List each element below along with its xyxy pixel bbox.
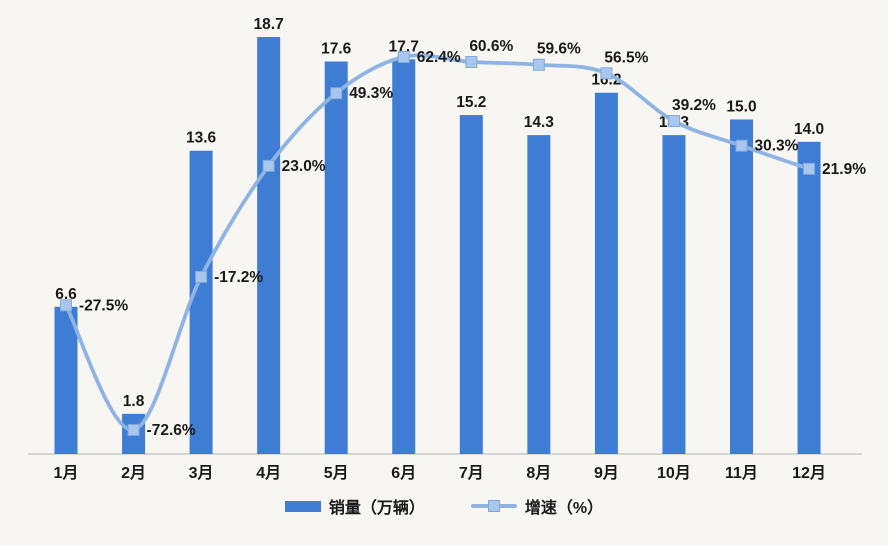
bar-value-label: 1.8 <box>123 393 145 410</box>
x-axis-label: 8月 <box>526 464 551 482</box>
growth-marker-m6 <box>397 51 410 64</box>
x-axis-label: 12月 <box>792 464 826 482</box>
x-axis-label: 10月 <box>657 464 691 482</box>
growth-value-label: 60.6% <box>469 38 513 55</box>
bar-value-label: 14.3 <box>524 114 555 131</box>
bar-m7 <box>459 115 483 454</box>
chart-legend: 销量（万辆） 增速（%） <box>0 494 888 518</box>
growth-value-label: 23.0% <box>282 158 326 175</box>
bar-value-label: 17.7 <box>389 38 419 55</box>
x-axis-label: 7月 <box>459 464 484 482</box>
bar-series-swatch <box>284 500 321 512</box>
legend-label-growth: 增速（%） <box>524 500 604 517</box>
growth-marker-m7 <box>465 55 478 68</box>
x-axis-label: 1月 <box>54 464 79 482</box>
x-axis-label: 5月 <box>324 464 349 482</box>
legend-item-growth: 增速（%） <box>470 494 604 518</box>
growth-marker-m12 <box>803 162 816 175</box>
x-axis-label: 4月 <box>256 464 281 482</box>
bar-m6 <box>392 59 416 454</box>
growth-marker-m3 <box>195 270 208 283</box>
bar-m12 <box>797 141 821 455</box>
x-axis-label: 6月 <box>391 464 416 482</box>
bar-m8 <box>527 135 551 455</box>
growth-marker-m5 <box>330 87 343 100</box>
growth-value-label: -27.5% <box>79 297 128 314</box>
growth-value-label: 56.5% <box>604 49 648 66</box>
growth-value-label: 30.3% <box>755 138 799 155</box>
legend-label-sales: 销量（万辆） <box>328 500 425 517</box>
bar-value-label: 15.2 <box>456 94 486 111</box>
bar-value-label: 13.6 <box>186 130 217 147</box>
growth-marker-m1 <box>60 299 72 312</box>
line-marker-swatch <box>487 500 500 512</box>
bar-m1 <box>54 306 78 454</box>
bar-value-label: 14.0 <box>794 121 824 138</box>
growth-marker-m8 <box>532 58 545 71</box>
x-axis-label: 3月 <box>189 464 214 482</box>
growth-value-label: 21.9% <box>822 161 866 178</box>
bar-m11 <box>730 119 753 454</box>
bar-value-label: 17.6 <box>321 41 352 58</box>
legend-item-sales: 销量（万辆） <box>284 494 425 518</box>
growth-value-label: -17.2% <box>214 269 263 286</box>
growth-marker-m11 <box>735 139 748 152</box>
growth-marker-m9 <box>600 67 613 80</box>
bar-m10 <box>662 135 686 455</box>
growth-value-label: 62.4% <box>417 49 461 66</box>
x-axis-label: 11月 <box>725 464 758 482</box>
bar-value-label: 6.6 <box>55 286 77 303</box>
growth-value-label: 59.6% <box>537 41 581 58</box>
bar-value-label: 18.7 <box>254 16 284 33</box>
bar-value-label: 15.0 <box>726 99 756 116</box>
bar-m9 <box>594 92 618 455</box>
growth-value-label: 49.3% <box>349 85 393 102</box>
growth-marker-m4 <box>262 159 275 172</box>
growth-marker-m2 <box>127 423 140 436</box>
line-series-swatch <box>470 500 517 512</box>
growth-marker-m10 <box>667 115 680 128</box>
growth-value-label: 39.2% <box>672 97 716 114</box>
bar-m4 <box>257 36 281 455</box>
x-axis-label: 2月 <box>121 464 146 482</box>
bar-m3 <box>189 150 213 454</box>
bar-m5 <box>324 61 348 455</box>
x-axis-label: 9月 <box>594 464 619 482</box>
growth-value-label: -72.6% <box>147 422 196 439</box>
